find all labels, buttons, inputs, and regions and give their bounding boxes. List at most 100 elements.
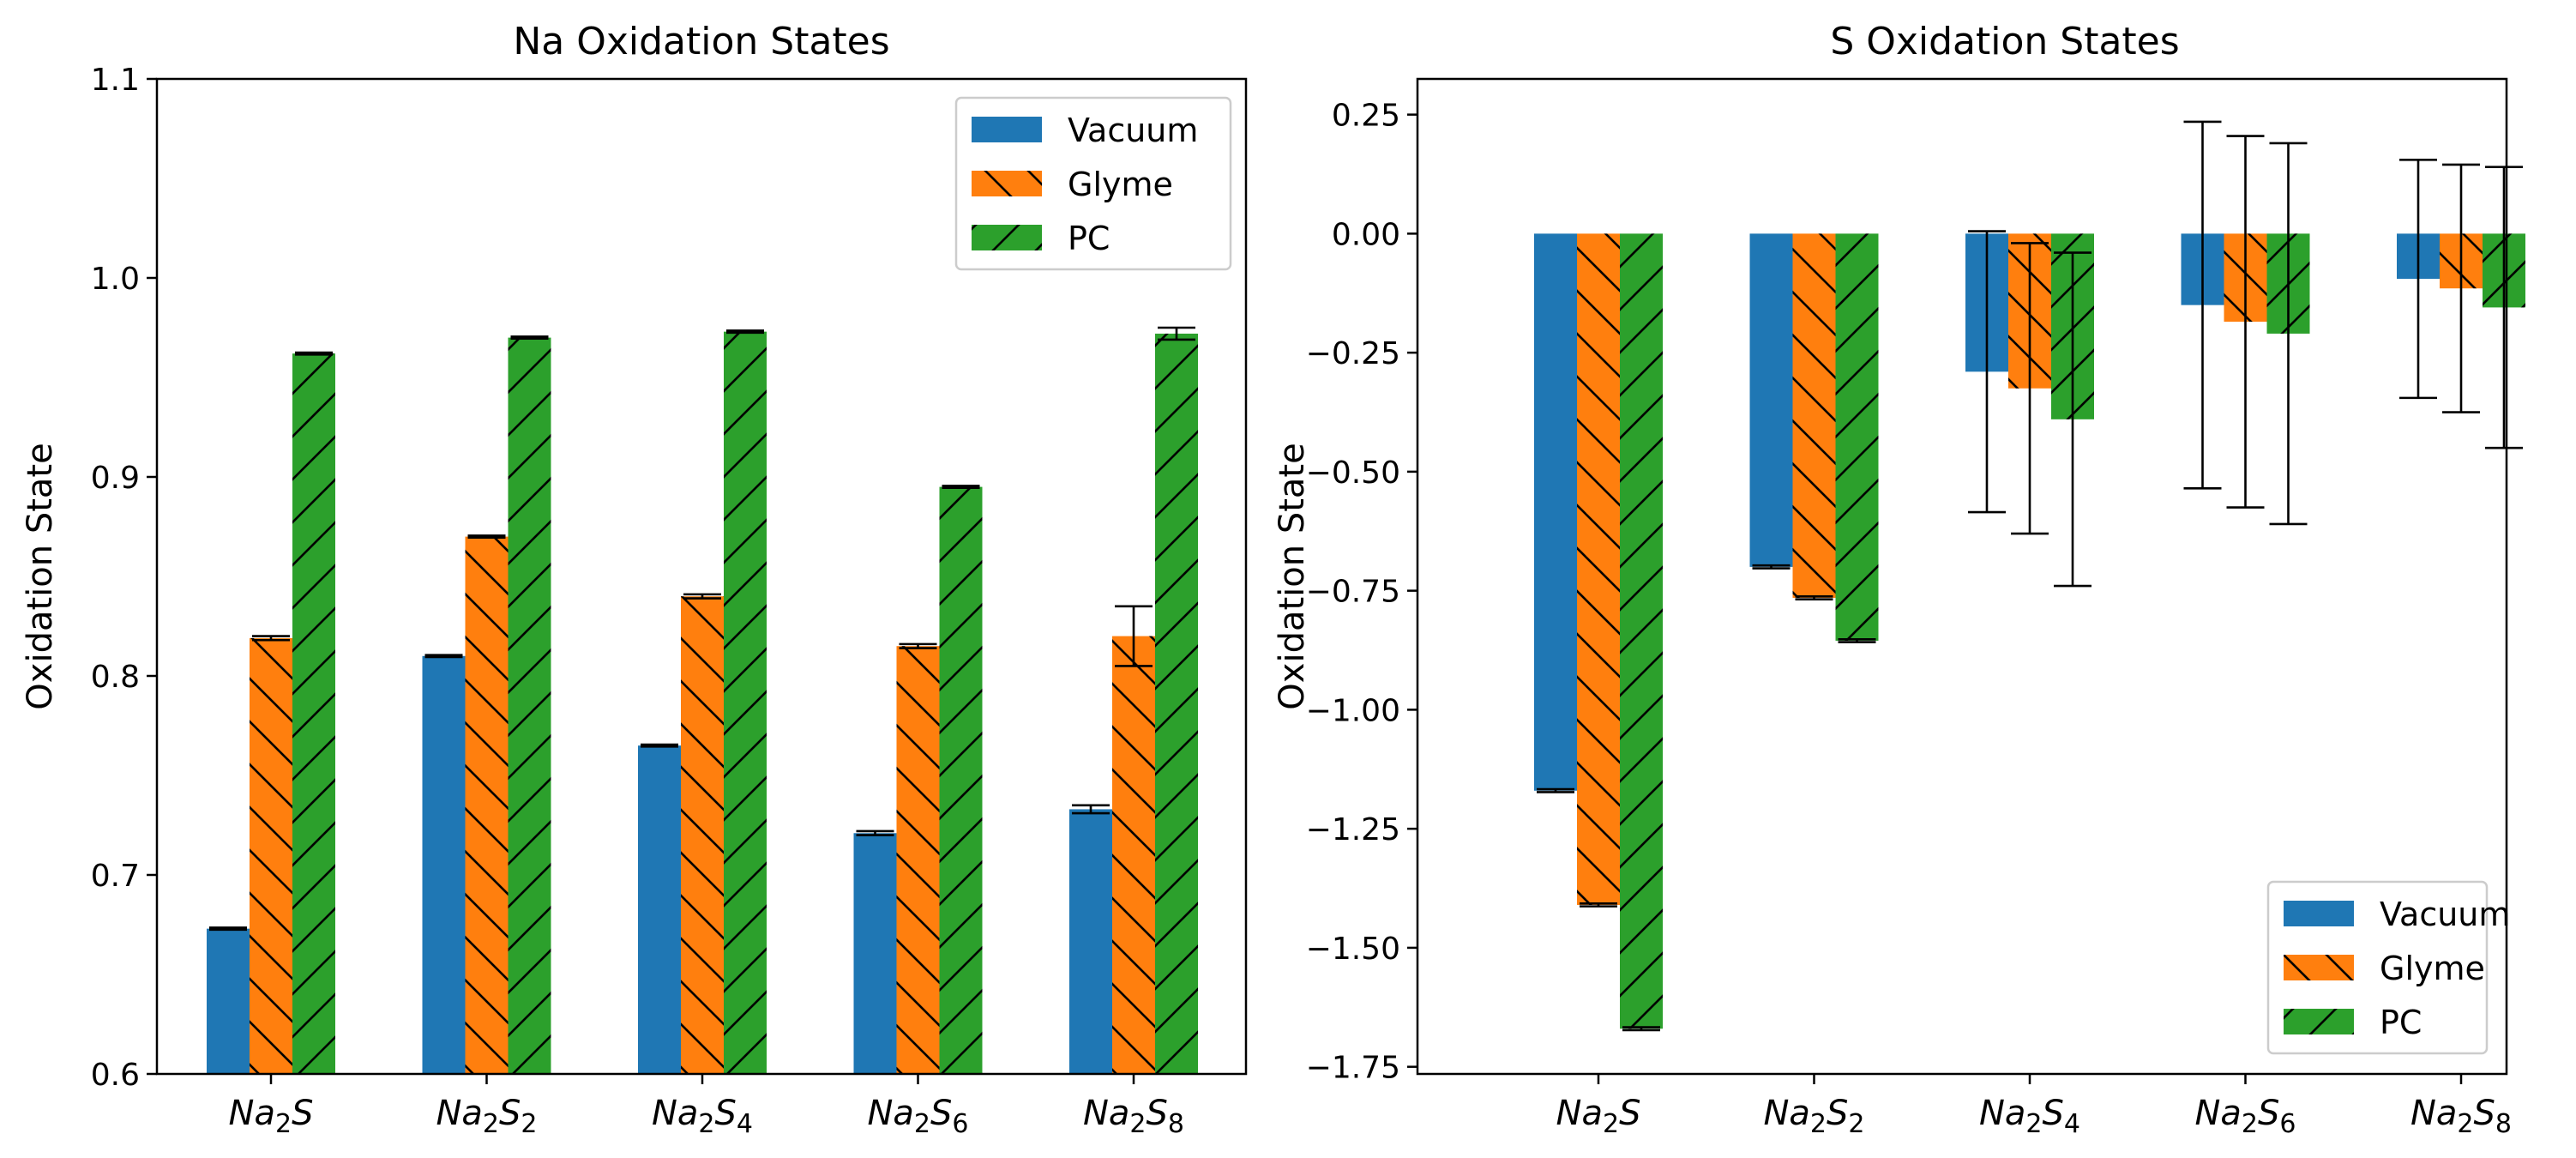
error-bar: [1795, 595, 1833, 600]
x-tick-label: Na2S8: [2410, 1094, 2512, 1139]
y-tick-label: 0.6: [91, 1058, 140, 1093]
y-axis-label: Oxidation State: [1273, 443, 1312, 709]
y-axis-label: Oxidation State: [21, 443, 60, 709]
y-tick-label: −0.25: [1306, 336, 1400, 371]
legend-swatch-hatch: [2284, 955, 2354, 980]
error-bar: [295, 351, 333, 356]
x-tick-label: Na2S8: [1083, 1094, 1184, 1139]
bar-hatch: [896, 646, 940, 1074]
y-tick-label: 1.1: [91, 63, 140, 98]
bar-hatch: [1620, 233, 1663, 1029]
bar-hatch: [1577, 233, 1620, 905]
bar-hatch: [1835, 233, 1879, 641]
bar-hatch: [1155, 333, 1198, 1075]
bar-vacuum: [422, 655, 466, 1074]
legend-label: Vacuum: [1068, 112, 1198, 149]
bar-vacuum: [638, 745, 681, 1074]
error-bar: [1752, 564, 1791, 570]
x-tick-label: Na2S: [1556, 1094, 1641, 1139]
legend-item-pc: PC: [2284, 1004, 2422, 1041]
error-bar: [252, 635, 290, 642]
error-bar: [899, 642, 937, 649]
legend-label: Glyme: [2380, 950, 2485, 987]
error-bar: [2269, 142, 2308, 526]
y-tick-label: −1.75: [1306, 1051, 1400, 1086]
bar-hatch: [1112, 636, 1155, 1074]
error-bar: [1622, 1026, 1660, 1032]
bar-hatch: [939, 486, 983, 1074]
error-bar: [1968, 230, 2006, 514]
legend-item-glyme: Glyme: [2284, 950, 2485, 987]
error-bar: [1537, 787, 1574, 793]
x-tick-label: Na2S4: [652, 1094, 753, 1139]
error-bar: [2442, 163, 2480, 413]
legend-label: Vacuum: [2380, 896, 2510, 933]
error-bar: [2399, 159, 2437, 400]
error-bar: [726, 329, 764, 335]
x-tick-label: Na2S6: [867, 1094, 968, 1139]
error-bar: [1072, 804, 1110, 815]
legend-label: PC: [1068, 220, 1110, 257]
error-bar: [1838, 637, 1876, 643]
y-tick-label: 0.00: [1332, 217, 1400, 252]
bar-vacuum: [207, 928, 250, 1074]
bar-vacuum: [1069, 809, 1112, 1074]
bar-hatch: [724, 331, 767, 1074]
error-bar: [2226, 135, 2265, 509]
legend-item-vacuum: Vacuum: [2284, 896, 2510, 933]
legend-item-vacuum: Vacuum: [972, 112, 1198, 149]
x-tick-label: Na2S: [229, 1094, 314, 1139]
x-tick-label: Na2S4: [1979, 1094, 2080, 1139]
y-tick-label: −1.50: [1306, 932, 1400, 967]
x-tick-label: Na2S2: [1763, 1094, 1864, 1139]
bar-vacuum: [1749, 233, 1793, 567]
legend: Vacuum Glyme PC: [2266, 880, 2510, 1055]
chart-title: Na Oxidation States: [513, 20, 889, 63]
x-tick-label: Na2S6: [2194, 1094, 2296, 1139]
bar-hatch: [465, 536, 509, 1074]
bar-hatch: [250, 637, 292, 1074]
y-tick-label: 1.0: [91, 262, 140, 297]
s-oxidation-chart: S Oxidation States Oxidation State 0.25 0…: [1273, 20, 2525, 1139]
legend-swatch-hatch: [2284, 1009, 2354, 1034]
error-bar: [209, 926, 247, 932]
y-tick-label: −1.00: [1306, 693, 1400, 728]
error-bar: [2485, 166, 2523, 449]
bar-hatch: [1792, 233, 1836, 598]
legend-swatch: [2284, 901, 2354, 926]
legend-label: Glyme: [1068, 166, 1173, 203]
bar-hatch: [681, 596, 724, 1074]
error-bar: [2011, 242, 2049, 535]
error-bar: [510, 335, 549, 341]
error-bar: [1158, 326, 1195, 341]
y-tick-label: −1.25: [1306, 812, 1400, 847]
error-bar: [856, 829, 894, 836]
error-bar: [641, 743, 678, 748]
y-tick-label: −0.50: [1306, 455, 1400, 491]
y-tick-label: −0.75: [1306, 575, 1400, 610]
y-tick-label: 0.8: [91, 660, 140, 695]
legend: Vacuum Glyme PC: [954, 96, 1232, 271]
bar-hatch: [508, 337, 551, 1075]
legend-item-glyme: Glyme: [972, 166, 1173, 203]
bar-vacuum: [1534, 233, 1577, 791]
legend-swatch: [972, 117, 1042, 142]
legend-label: PC: [2380, 1004, 2422, 1041]
x-tick-label: Na2S2: [436, 1094, 537, 1139]
legend-swatch-hatch: [972, 171, 1042, 196]
na-oxidation-chart: Na Oxidation States Oxidation State 0.6 0…: [21, 20, 1248, 1139]
error-bar: [424, 654, 463, 659]
legend-swatch-hatch: [972, 225, 1042, 250]
bar-vacuum: [853, 833, 897, 1074]
legend-item-pc: PC: [972, 220, 1110, 257]
plot-frame: [1416, 77, 2508, 1076]
error-bar: [1580, 902, 1617, 908]
error-bar: [2183, 120, 2222, 490]
y-tick-label: 0.9: [91, 461, 140, 496]
error-bar: [942, 485, 980, 490]
error-bar: [1115, 605, 1153, 667]
y-tick-label: 0.7: [91, 859, 140, 894]
y-tick-label: 0.25: [1332, 99, 1400, 134]
bar-hatch: [292, 353, 335, 1074]
